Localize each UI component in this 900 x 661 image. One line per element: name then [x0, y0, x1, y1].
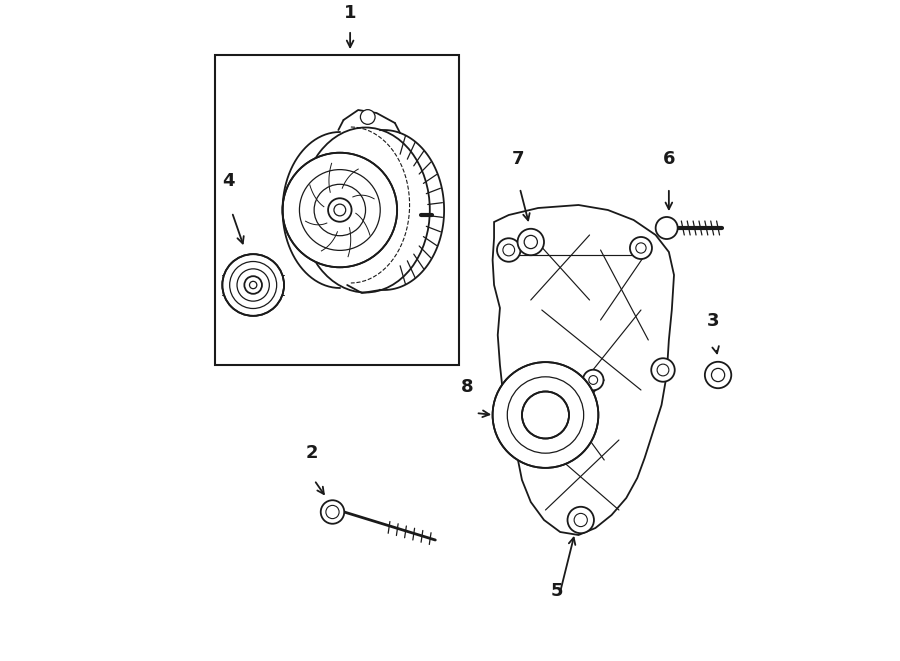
- Circle shape: [334, 204, 346, 216]
- Circle shape: [652, 358, 675, 382]
- Text: 5: 5: [551, 582, 563, 600]
- Polygon shape: [492, 205, 674, 535]
- Circle shape: [655, 217, 678, 239]
- Circle shape: [320, 500, 344, 524]
- Circle shape: [283, 153, 397, 267]
- Text: 7: 7: [511, 150, 524, 168]
- Circle shape: [705, 362, 732, 388]
- Text: 1: 1: [344, 4, 356, 22]
- Circle shape: [249, 282, 256, 289]
- Circle shape: [568, 507, 594, 533]
- Circle shape: [360, 110, 375, 124]
- Circle shape: [492, 362, 598, 468]
- Text: 2: 2: [306, 444, 319, 462]
- Circle shape: [522, 391, 569, 438]
- Text: 8: 8: [462, 378, 474, 396]
- Circle shape: [328, 198, 352, 221]
- Circle shape: [583, 369, 604, 390]
- Circle shape: [630, 237, 652, 259]
- Circle shape: [518, 229, 544, 255]
- Text: 4: 4: [222, 172, 234, 190]
- Circle shape: [497, 238, 520, 262]
- Text: 3: 3: [706, 312, 719, 330]
- Text: 6: 6: [662, 150, 675, 168]
- Circle shape: [245, 276, 262, 293]
- Circle shape: [222, 254, 284, 316]
- Bar: [215, 55, 459, 365]
- Ellipse shape: [302, 128, 430, 293]
